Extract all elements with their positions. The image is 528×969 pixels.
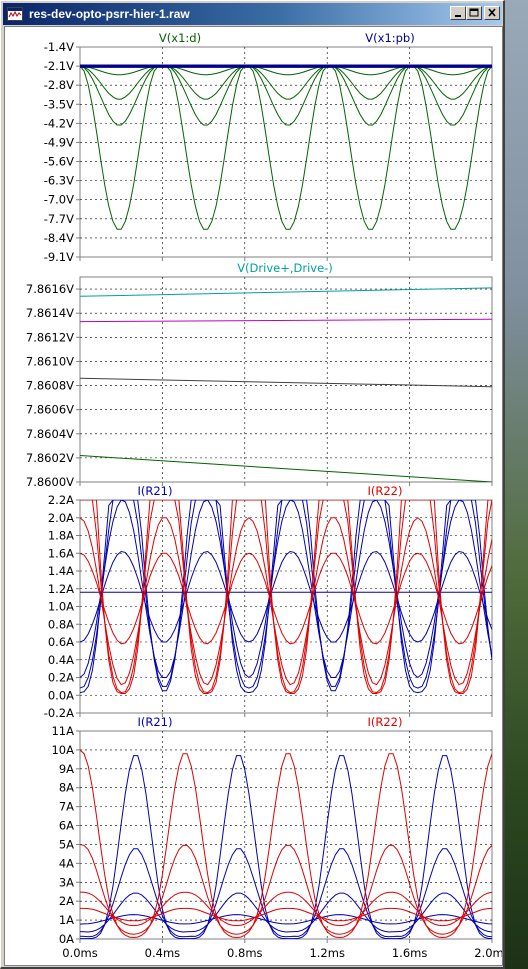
series-line: [80, 65, 492, 100]
y-tick-label: -7.7V: [44, 212, 74, 226]
y-tick-label: 7.8608V: [26, 379, 74, 393]
y-tick-label: 2.0A: [48, 511, 74, 525]
x-tick-label: 0.4ms: [145, 946, 180, 960]
y-tick-label: -2.8V: [44, 78, 74, 92]
y-tick-label: 1A: [59, 913, 74, 927]
series-line: [80, 65, 492, 126]
minimize-button[interactable]: [450, 6, 466, 20]
y-tick-label: -8.4V: [44, 231, 74, 245]
pane-frame: [79, 46, 493, 258]
y-tick-label: 7.8616V: [26, 282, 74, 296]
y-tick-label: 3A: [59, 875, 74, 889]
y-tick-label: 7.8612V: [26, 330, 74, 344]
series-line: [80, 500, 492, 694]
legend-label: V(x1:pb): [365, 31, 414, 45]
y-tick-label: 1.4A: [48, 564, 74, 578]
pane-frame: [79, 730, 493, 940]
legend-label: V(Drive+,Drive-): [237, 261, 333, 275]
series-line: [80, 500, 492, 689]
y-tick-label: 8A: [59, 781, 74, 795]
series-line: [80, 377, 492, 388]
y-tick-label: -2.1V: [44, 59, 74, 73]
y-tick-label: 10A: [51, 743, 74, 757]
x-tick-label: 1.2ms: [309, 946, 344, 960]
y-tick-label: -9.1V: [44, 250, 74, 264]
series-line: [80, 65, 492, 230]
waveform-window: res-dev-opto-psrr-hier-1.raw -1.4V -2.1V -…: [0, 0, 505, 969]
y-tick-label: 0.6A: [48, 635, 74, 649]
y-tick-label: -5.6V: [44, 155, 74, 169]
desktop-background: [505, 0, 528, 969]
y-tick-label: 1.8A: [48, 529, 74, 543]
y-tick-label: 4A: [59, 856, 74, 870]
series-line: [80, 892, 492, 933]
plot-pane-2: 7.8616V 7.8614V 7.8612V 7.8610V 7.8608V 7.860…: [26, 261, 493, 489]
y-tick-label: 7.8610V: [26, 354, 74, 368]
y-tick-label: 0.2A: [48, 671, 74, 685]
y-tick-label: -7.0V: [44, 193, 74, 207]
maximize-button[interactable]: [466, 6, 482, 20]
x-axis: 0.0ms 0.4ms 0.8ms 1.2ms 1.6ms 2.0ms: [62, 946, 502, 960]
legend-label: I(R22): [368, 715, 403, 729]
y-tick-label: 11A: [51, 724, 74, 738]
close-icon: [488, 8, 496, 17]
y-tick-label: -3.5V: [44, 97, 74, 111]
series-line: [80, 552, 492, 645]
y-tick-label: 0A: [59, 932, 74, 946]
legend-label: I(R21): [138, 715, 173, 729]
series-line: [80, 318, 492, 323]
y-tick-label: 7.8604V: [26, 427, 74, 441]
maximize-icon: [469, 8, 479, 17]
y-tick-label: -6.3V: [44, 174, 74, 188]
y-tick-label: 7.8606V: [26, 403, 74, 417]
y-tick-label: -0.2A: [44, 706, 74, 720]
window-title: res-dev-opto-psrr-hier-1.raw: [29, 7, 190, 21]
y-tick-label: 1.2A: [48, 582, 74, 596]
series-line: [80, 287, 492, 297]
y-tick-label: 7.8602V: [26, 451, 74, 465]
y-tick-label: 6A: [59, 819, 74, 833]
y-tick-label: 2.2A: [48, 493, 74, 507]
app-icon: [7, 7, 23, 21]
series-line: [80, 455, 492, 482]
y-tick-label: 1.6A: [48, 546, 74, 560]
series-line: [80, 755, 492, 939]
y-tick-label: -1.4V: [44, 40, 74, 54]
y-tick-label: 0.4A: [48, 653, 74, 667]
plot-pane-4: 11A 10A 9A 8A 7A 6A 5A 4A 3A 2A 1A 0A I(R21) I(R22): [51, 715, 493, 946]
y-tick-label: 2A: [59, 894, 74, 908]
y-tick-label: 7.8600V: [26, 475, 74, 489]
series-line: [80, 848, 492, 938]
series-line: [80, 500, 492, 694]
x-tick-label: 1.6ms: [392, 946, 427, 960]
x-tick-label: 0.0ms: [62, 946, 97, 960]
series-line: [80, 891, 492, 927]
y-tick-label: -4.2V: [44, 116, 74, 130]
series-line: [80, 517, 492, 686]
legend-label: I(R22): [368, 484, 403, 498]
plot-area: -1.4V -2.1V -2.8V -3.5V -4.2V -4.9V -5.6V -6.3V…: [4, 26, 503, 966]
y-tick-label: 7A: [59, 800, 74, 814]
series-line: [80, 500, 492, 679]
y-tick-label: 9A: [59, 762, 74, 776]
y-tick-label: 5A: [59, 837, 74, 851]
minimize-icon: [455, 15, 461, 17]
title-bar[interactable]: res-dev-opto-psrr-hier-1.raw: [3, 3, 502, 25]
series-line: [80, 500, 492, 694]
waveform-plots: -1.4V -2.1V -2.8V -3.5V -4.2V -4.9V -5.6V -6.3V…: [26, 31, 502, 960]
y-tick-label: -4.9V: [44, 135, 74, 149]
series-line: [80, 749, 492, 939]
close-button[interactable]: [484, 6, 500, 20]
y-tick-label: 1.0A: [48, 600, 74, 614]
x-tick-label: 2.0ms: [474, 946, 502, 960]
x-tick-label: 0.8ms: [227, 946, 262, 960]
plot-pane-1: -1.4V -2.1V -2.8V -3.5V -4.2V -4.9V -5.6V -6.3V…: [44, 31, 493, 264]
legend-label: V(x1:d): [159, 31, 201, 45]
y-tick-label: 0.8A: [48, 617, 74, 631]
legend-label: I(R21): [138, 484, 173, 498]
plot-pane-3: 2.2A 2.0A 1.8A 1.6A 1.4A 1.2A 1.0A 0.8A 0.6A 0.4A…: [44, 484, 493, 720]
y-tick-label: 0.0A: [48, 688, 74, 702]
y-tick-label: 7.8614V: [26, 306, 74, 320]
